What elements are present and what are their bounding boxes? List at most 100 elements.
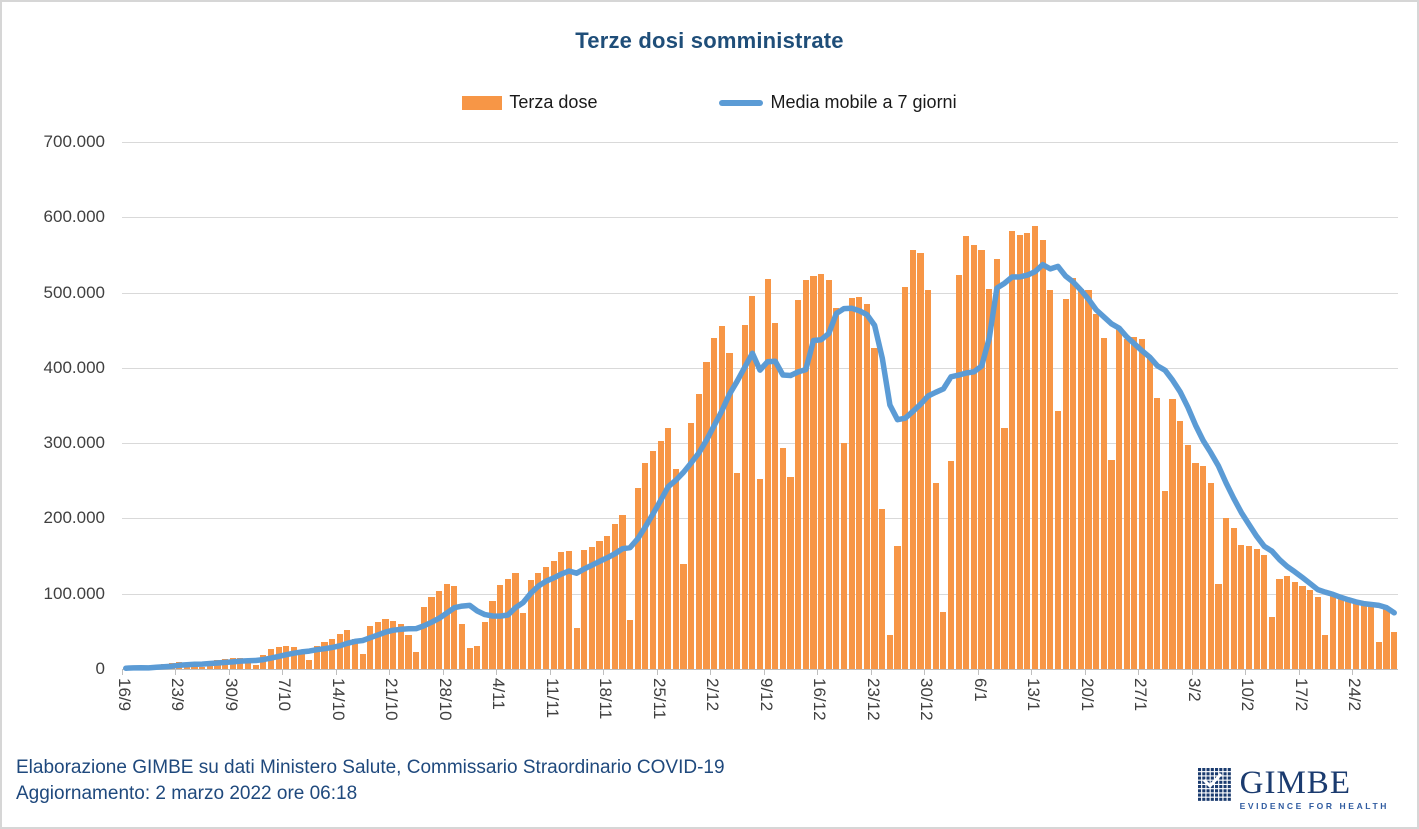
x-axis-tick xyxy=(228,669,230,675)
gridline xyxy=(122,292,1398,294)
bar xyxy=(947,461,955,669)
bar xyxy=(1284,575,1291,669)
bar xyxy=(222,659,229,669)
bar xyxy=(413,652,420,669)
bar xyxy=(428,597,435,669)
bar xyxy=(1001,428,1008,669)
gimbe-logo-tagline: EVIDENCE FOR HEALTH xyxy=(1239,801,1389,811)
bar xyxy=(558,552,565,669)
bar xyxy=(1383,608,1390,669)
bar xyxy=(1329,593,1337,669)
bar xyxy=(191,664,198,669)
bar xyxy=(909,250,916,669)
x-axis-tick xyxy=(496,669,498,675)
bar xyxy=(626,620,634,669)
bar xyxy=(183,662,191,669)
bar xyxy=(504,578,511,669)
bar xyxy=(329,638,336,669)
bar xyxy=(833,307,840,669)
x-axis-label: 4/11 xyxy=(489,678,509,710)
bar xyxy=(1070,277,1077,669)
bar xyxy=(802,279,809,669)
bar xyxy=(1123,339,1130,669)
gimbe-logo-name: GIMBE xyxy=(1239,765,1351,801)
x-axis-line xyxy=(122,669,1398,670)
bar xyxy=(1245,546,1253,669)
bar xyxy=(344,629,351,669)
x-axis-label: 16/12 xyxy=(810,678,830,721)
x-axis-label: 30/9 xyxy=(221,678,241,712)
bar xyxy=(1146,358,1153,669)
bar xyxy=(1276,578,1283,669)
y-axis-label: 200.000 xyxy=(43,508,105,528)
bar xyxy=(374,622,382,669)
bar xyxy=(1154,397,1161,669)
bar xyxy=(1054,410,1062,669)
bar xyxy=(1352,601,1360,669)
bar xyxy=(520,612,527,669)
bar xyxy=(894,546,901,669)
x-axis-tick xyxy=(763,669,765,675)
bar xyxy=(1138,339,1146,669)
bar xyxy=(986,288,993,669)
x-axis-label: 16/9 xyxy=(115,678,134,712)
bar-swatch-icon xyxy=(462,95,503,110)
bar xyxy=(1031,225,1039,669)
x-axis-tick xyxy=(282,669,284,675)
legend-label-terza-dose: Terza dose xyxy=(509,92,598,112)
bar xyxy=(359,653,366,669)
bar xyxy=(130,667,137,669)
x-axis-label: 10/2 xyxy=(1238,678,1258,712)
y-axis-label: 0 xyxy=(95,659,105,678)
gridline xyxy=(122,443,1398,445)
x-axis-label: 30/12 xyxy=(917,678,937,721)
bar xyxy=(321,641,328,669)
x-axis-tick xyxy=(122,669,123,675)
x-axis-tick xyxy=(442,669,444,675)
x-axis-label: 13/1 xyxy=(1024,678,1044,712)
bar xyxy=(795,300,802,669)
bar xyxy=(619,514,626,669)
bar xyxy=(787,477,794,669)
x-axis-tick xyxy=(1245,669,1247,675)
bar xyxy=(1184,444,1191,669)
bar xyxy=(153,665,160,669)
bar xyxy=(1207,483,1214,669)
bar xyxy=(306,659,313,669)
bar xyxy=(1299,586,1306,669)
bar xyxy=(1360,602,1367,669)
bar xyxy=(1238,544,1245,669)
x-axis-label: 23/9 xyxy=(168,678,188,712)
x-axis-tick xyxy=(817,669,819,675)
bar xyxy=(1047,289,1054,669)
x-axis-tick xyxy=(1298,669,1300,675)
bar xyxy=(351,638,359,669)
line-swatch-icon xyxy=(719,99,764,106)
bar xyxy=(527,580,534,669)
bar xyxy=(970,245,977,669)
bar xyxy=(443,583,450,669)
bar xyxy=(749,296,756,669)
bar xyxy=(1345,599,1352,669)
bar xyxy=(313,645,320,669)
bar xyxy=(229,658,236,669)
bar xyxy=(611,524,618,669)
bar xyxy=(298,652,305,669)
legend: Terza dose Media mobile a 7 giorni xyxy=(2,92,1417,113)
bar xyxy=(665,428,672,669)
bar xyxy=(688,422,695,669)
x-axis-tick xyxy=(603,669,605,675)
bar xyxy=(711,337,718,669)
bar xyxy=(917,253,924,669)
x-axis-label: 3/2 xyxy=(1184,678,1204,702)
bar xyxy=(672,469,680,669)
bar xyxy=(1024,233,1031,669)
bar xyxy=(1169,398,1176,669)
bar xyxy=(955,275,962,669)
bar xyxy=(382,619,389,669)
legend-item-terza-dose: Terza dose xyxy=(462,92,597,113)
bar xyxy=(1115,328,1123,669)
bar xyxy=(237,657,244,669)
bar xyxy=(168,662,175,669)
